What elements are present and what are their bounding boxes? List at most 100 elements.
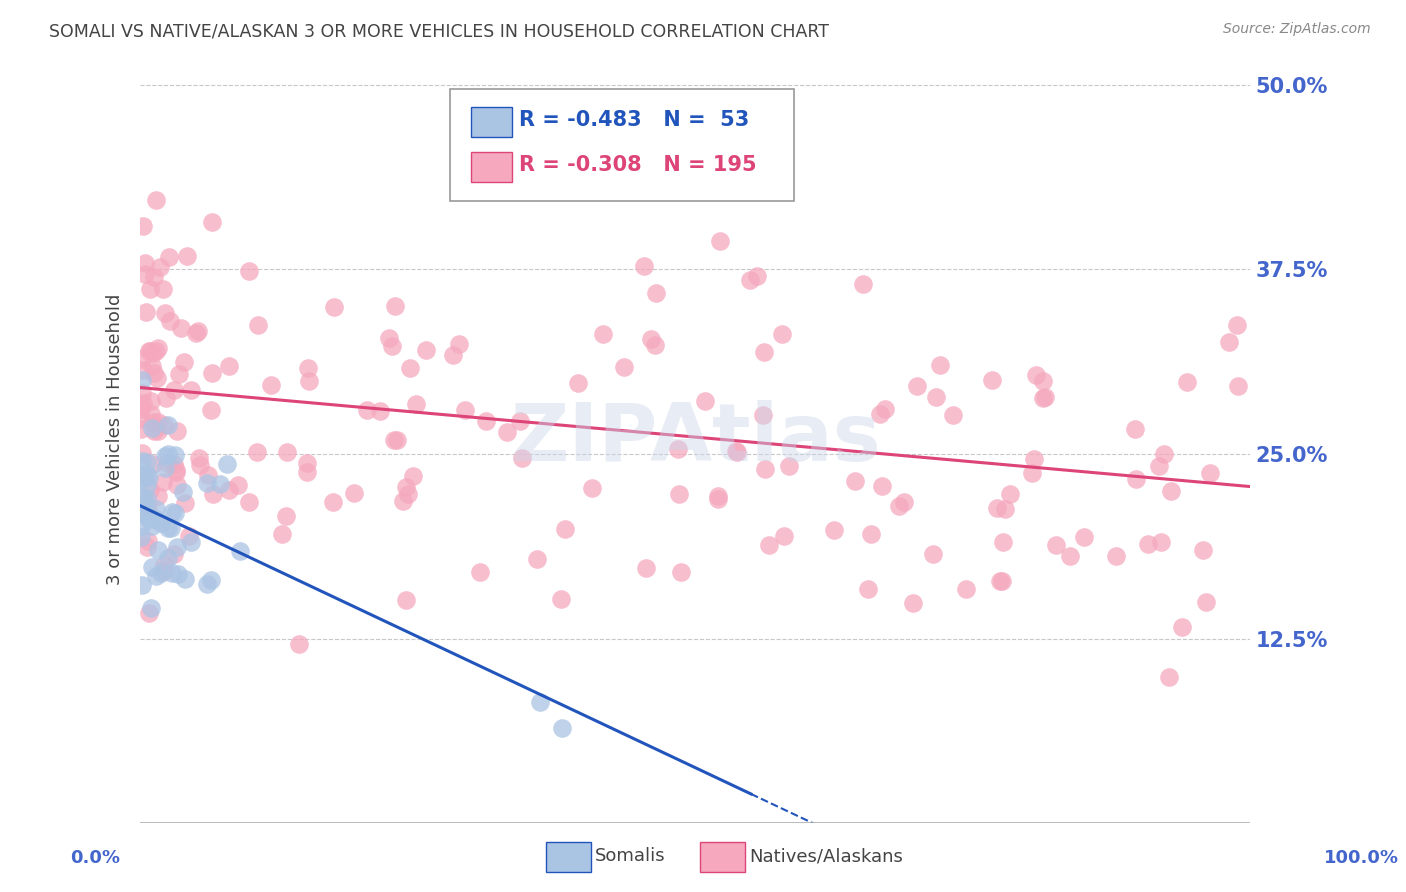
Point (613, 360, 636, 375)
Point (495, 425, 517, 439)
Point (131, 373, 153, 387)
Point (131, 454, 153, 468)
Point (131, 421, 153, 435)
Point (1160, 484, 1182, 499)
Point (131, 490, 153, 504)
Point (201, 487, 224, 501)
Point (1059, 549, 1081, 563)
Point (157, 418, 180, 433)
Point (1073, 529, 1095, 543)
Point (509, 414, 531, 428)
Point (132, 363, 155, 377)
Point (1170, 620, 1192, 634)
Point (751, 408, 773, 422)
Point (218, 483, 240, 497)
Point (994, 502, 1017, 516)
Point (176, 249, 198, 263)
Point (669, 565, 692, 579)
Point (180, 383, 202, 397)
Point (187, 324, 209, 338)
Point (131, 351, 153, 366)
Point (132, 219, 155, 233)
Point (160, 520, 183, 534)
Point (141, 519, 163, 533)
Point (142, 366, 165, 380)
Point (707, 491, 730, 506)
Point (142, 457, 165, 471)
Point (153, 558, 176, 572)
Point (173, 572, 195, 586)
Point (148, 260, 170, 274)
Point (149, 566, 172, 581)
Point (180, 534, 202, 549)
Point (666, 442, 689, 456)
Point (856, 582, 879, 597)
Point (195, 476, 218, 491)
Point (447, 337, 470, 351)
Point (138, 469, 160, 483)
Point (551, 721, 574, 735)
Point (526, 552, 548, 566)
Point (141, 512, 163, 526)
Point (139, 343, 162, 358)
Point (1032, 374, 1054, 388)
Point (136, 500, 159, 515)
Point (134, 494, 156, 508)
Point (146, 543, 169, 558)
Point (758, 538, 780, 552)
Point (238, 495, 260, 509)
Point (1226, 318, 1249, 332)
Point (153, 450, 176, 464)
Point (155, 456, 177, 470)
Point (188, 450, 211, 465)
Point (695, 394, 717, 409)
Point (139, 407, 162, 421)
Point (145, 343, 167, 358)
Point (143, 424, 166, 438)
Point (145, 511, 167, 525)
Point (145, 193, 167, 207)
Point (200, 574, 222, 588)
Point (135, 491, 157, 505)
Point (942, 409, 965, 423)
Point (1105, 549, 1128, 563)
Point (131, 468, 153, 483)
Text: 100.0%: 100.0% (1323, 849, 1399, 867)
Point (165, 463, 187, 477)
Point (738, 273, 761, 287)
Point (163, 448, 186, 462)
Point (567, 376, 589, 390)
Point (141, 421, 163, 435)
Point (441, 348, 464, 362)
Point (134, 256, 156, 270)
Point (581, 481, 603, 495)
Point (395, 480, 418, 494)
Point (402, 468, 425, 483)
Point (218, 359, 240, 374)
Point (146, 341, 169, 355)
Point (707, 490, 730, 504)
Point (475, 414, 498, 428)
Point (141, 359, 163, 373)
Point (136, 478, 159, 492)
Point (391, 493, 413, 508)
Point (146, 489, 169, 503)
Point (141, 560, 163, 574)
Point (991, 574, 1014, 589)
Point (1136, 536, 1159, 550)
Point (260, 377, 283, 392)
Point (152, 282, 174, 296)
Point (1025, 368, 1047, 382)
Point (135, 500, 157, 515)
Point (396, 486, 419, 500)
Point (165, 506, 187, 520)
Point (592, 326, 614, 341)
Point (152, 475, 174, 489)
Point (141, 416, 163, 430)
Point (295, 456, 318, 470)
Point (173, 355, 195, 369)
Point (229, 544, 252, 558)
Point (870, 479, 893, 493)
Point (150, 516, 173, 531)
Point (724, 444, 747, 458)
